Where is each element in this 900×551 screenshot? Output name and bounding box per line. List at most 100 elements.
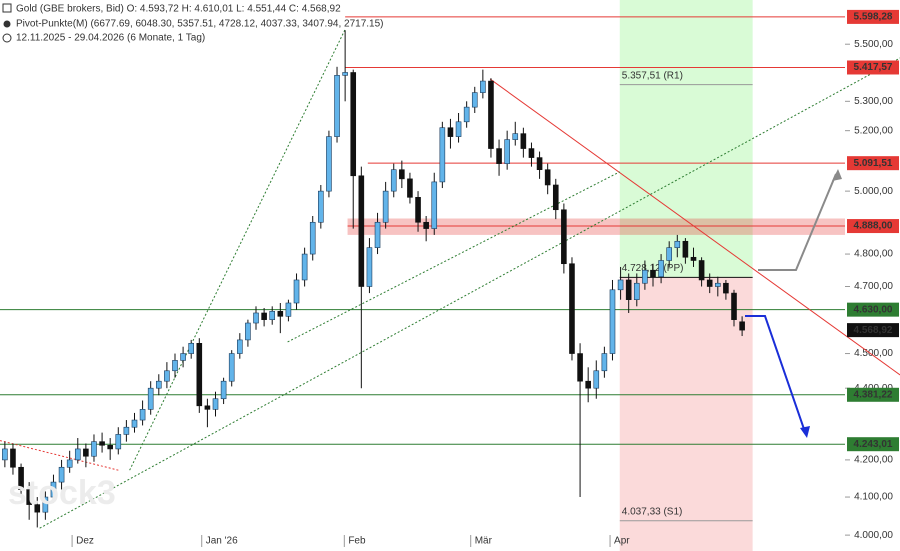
- candle-body: [253, 312, 259, 324]
- candle-body: [228, 353, 235, 382]
- candle-body: [706, 279, 713, 287]
- candle-body: [698, 260, 705, 281]
- y-tick-label: 4.800,00: [854, 249, 893, 260]
- watermark: stock3: [8, 474, 116, 512]
- candle-body: [115, 434, 122, 450]
- header-line: Pivot-Punkte(M) (6677.69, 6048.30, 5357.…: [16, 19, 384, 30]
- candle-body: [633, 282, 640, 300]
- candle-body: [455, 121, 462, 137]
- y-tick-label: 5.300,00: [854, 96, 893, 107]
- icon: [2, 33, 12, 43]
- projection-up: [758, 173, 837, 271]
- candle-body: [212, 398, 219, 410]
- level-box: [847, 323, 899, 338]
- candle-body: [366, 247, 373, 287]
- header: Gold (GBE brokers, Bid) O: 4.593,72 H: 4…: [2, 3, 384, 44]
- candle-body: [123, 426, 130, 435]
- drawings: 5.357,51 (R1)4.728,12 (PP)4.037,33 (S1): [0, 16, 900, 529]
- y-tick-label: 5.500,00: [854, 39, 893, 50]
- arrow-head: [832, 169, 842, 181]
- candle-body: [147, 387, 154, 410]
- candle-body: [139, 409, 146, 421]
- level-box: [847, 156, 899, 171]
- level-box: [847, 60, 899, 75]
- candle-body: [577, 353, 583, 382]
- candle-body: [520, 133, 527, 149]
- y-tick-label: 4.000,00: [854, 530, 893, 541]
- candle-body: [358, 175, 365, 287]
- level-label: 5.091,51: [854, 158, 893, 169]
- icon: [2, 3, 12, 13]
- candle-body: [512, 133, 519, 140]
- candle-body: [399, 169, 405, 180]
- candle-body: [480, 80, 486, 93]
- zone-below-pivot: [619, 277, 753, 551]
- candle-body: [204, 405, 211, 410]
- candle-body: [350, 72, 357, 177]
- candle-body: [544, 169, 551, 186]
- level-label: 4.630,00: [854, 304, 893, 315]
- candle-body: [561, 209, 567, 265]
- candle-body: [50, 481, 57, 498]
- candle-body: [34, 504, 41, 513]
- candle-body: [415, 197, 421, 223]
- candle-body: [715, 282, 721, 287]
- projection-down: [745, 315, 806, 433]
- pivot-zones: [619, 0, 753, 551]
- candle-body: [682, 240, 689, 258]
- y-tick-label: 4.100,00: [854, 492, 893, 503]
- candle-body: [326, 136, 332, 192]
- candle-body: [585, 380, 591, 389]
- x-tick-label: Mär: [475, 536, 493, 547]
- pivot-label: 5.357,51 (R1): [622, 70, 683, 81]
- candle-body: [528, 148, 535, 158]
- candles: [2, 30, 745, 528]
- candle-body: [155, 380, 162, 389]
- candle-body: [423, 221, 429, 229]
- y-tick-label: 5.200,00: [854, 125, 893, 136]
- y-tick-label: 4.700,00: [854, 281, 893, 292]
- x-tick-label: Apr: [614, 536, 630, 547]
- level-label: 5.598,28: [854, 12, 893, 23]
- candle-body: [83, 448, 89, 457]
- trendline: [129, 29, 346, 471]
- level-box: [847, 387, 899, 402]
- header-line: Gold (GBE brokers, Bid) O: 4.593,72 H: 4…: [16, 4, 341, 15]
- candle-body: [58, 466, 65, 483]
- candle-body: [374, 221, 381, 248]
- level-box: [847, 437, 899, 452]
- candle-body: [382, 190, 389, 223]
- level-box: [847, 9, 899, 24]
- axes: 4.000,004.100,004.200,004.400,004.500,00…: [71, 39, 893, 547]
- candle-body: [18, 466, 24, 490]
- candle-body: [439, 127, 446, 183]
- trendline: [489, 78, 900, 376]
- candle-body: [625, 279, 632, 300]
- candle-body: [107, 444, 113, 450]
- candle-body: [74, 448, 81, 461]
- candle-body: [164, 370, 170, 382]
- level-box: [847, 302, 899, 317]
- level-label: 4.381,22: [854, 389, 893, 400]
- candle-body: [731, 292, 737, 320]
- candle-body: [463, 106, 470, 123]
- candle-body: [536, 157, 543, 170]
- candle-body: [66, 459, 73, 468]
- candle-body: [609, 289, 616, 354]
- candle-body: [285, 302, 292, 317]
- candle-body: [447, 127, 454, 137]
- candle-body: [42, 496, 49, 513]
- y-tick-label: 4.500,00: [854, 348, 893, 359]
- candle-body: [99, 441, 105, 446]
- candle-body: [309, 221, 316, 255]
- x-tick-label: Dez: [76, 536, 94, 547]
- candle-body: [569, 263, 575, 354]
- candle-body: [261, 312, 267, 320]
- trendline: [39, 57, 900, 529]
- candle-body: [318, 190, 324, 223]
- candle-body: [488, 80, 494, 149]
- candle-body: [334, 75, 340, 137]
- y-tick-label: 4.200,00: [854, 455, 893, 466]
- candle-body: [617, 279, 624, 291]
